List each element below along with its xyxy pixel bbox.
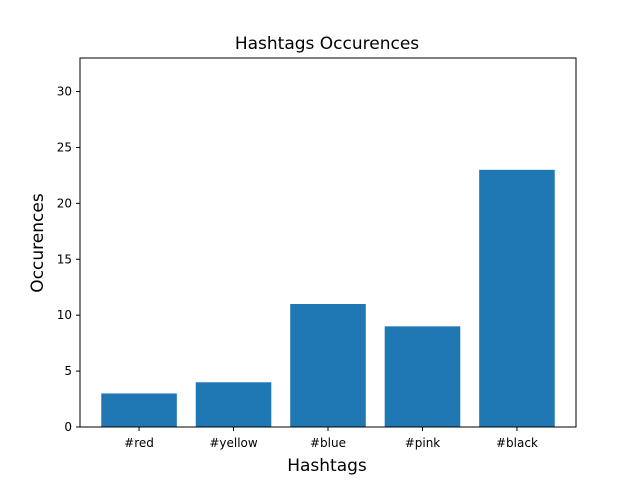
- y-axis: 0 5 10 15 20 25 30: [57, 85, 80, 434]
- x-tick-label: #yellow: [209, 436, 258, 450]
- y-tick-label: 5: [64, 364, 72, 378]
- y-tick-label: 10: [57, 308, 72, 322]
- y-tick-label: 15: [57, 252, 72, 266]
- bars-group: [101, 169, 555, 427]
- bar-pink: [384, 326, 461, 427]
- chart-title: Hashtags Occurences: [235, 34, 419, 54]
- y-axis-label: Occurences: [28, 193, 48, 293]
- y-tick-label: 0: [64, 420, 72, 434]
- y-tick-label: 25: [57, 140, 72, 154]
- y-tick-label: 20: [57, 196, 72, 210]
- x-tick-label: #blue: [310, 436, 346, 450]
- y-tick-label: 30: [57, 85, 72, 99]
- x-tick-label: #pink: [405, 436, 441, 450]
- bar-yellow: [195, 382, 272, 427]
- bar-red: [101, 393, 177, 427]
- x-tick-label: #red: [124, 436, 154, 450]
- x-axis-label: Hashtags: [287, 456, 367, 476]
- bar-black: [479, 169, 555, 427]
- bar-blue: [290, 304, 366, 427]
- x-tick-label: #black: [496, 436, 538, 450]
- x-axis: #red #yellow #blue #pink #black: [124, 427, 538, 450]
